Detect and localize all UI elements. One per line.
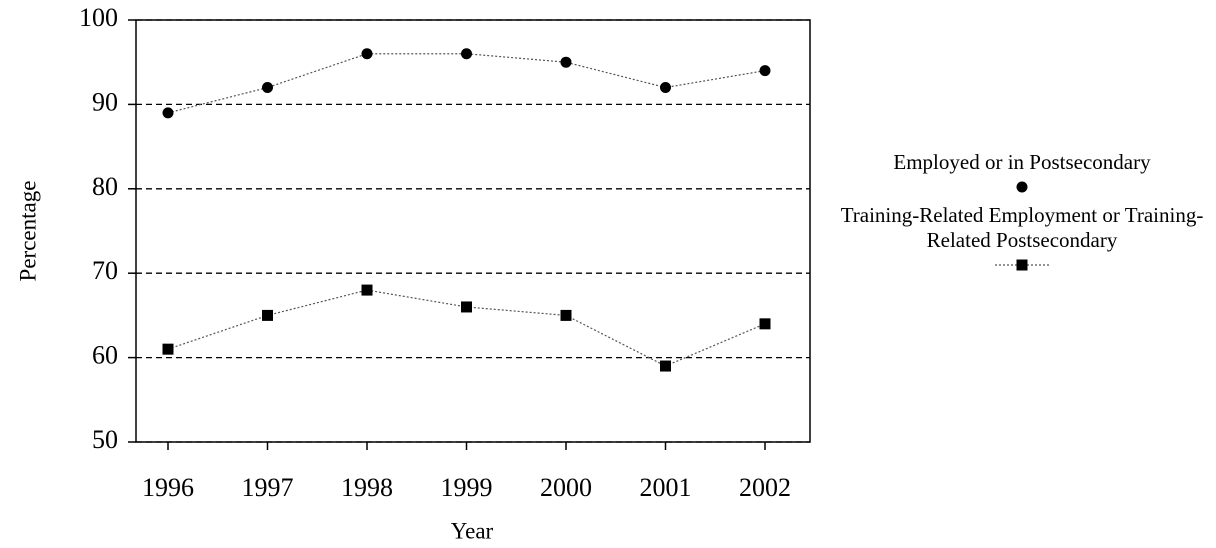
y-tick-label: 80: [92, 172, 118, 201]
x-tick-label: 2001: [640, 473, 692, 502]
legend-label: Training-Related Employment or Training-…: [840, 203, 1204, 252]
y-tick-label: 70: [92, 256, 118, 285]
data-point: [660, 82, 671, 94]
x-tick-label: 2000: [540, 473, 592, 502]
data-point: [660, 360, 671, 372]
y-tick-label: 50: [92, 425, 118, 454]
x-tick-label: 1997: [242, 473, 294, 502]
data-point: [361, 48, 373, 60]
data-point: [759, 65, 771, 77]
data-point: [461, 48, 472, 60]
data-point: [560, 309, 572, 321]
x-tick-label: 1999: [441, 473, 493, 502]
x-tick-label: 1998: [341, 473, 393, 502]
x-axis-label: Year: [451, 518, 494, 543]
legend-marker: [1016, 259, 1028, 271]
x-tick-label: 2002: [739, 473, 791, 502]
data-point: [461, 301, 472, 313]
data-point: [560, 56, 572, 68]
y-tick-label: 60: [92, 341, 118, 370]
plot-frame: [135, 19, 811, 443]
data-point: [162, 107, 174, 119]
data-point: [361, 284, 373, 296]
data-point: [759, 318, 771, 330]
legend-label: Employed or in Postsecondary: [893, 150, 1151, 174]
y-tick-label: 100: [79, 3, 118, 32]
x-tick-label: 1996: [142, 473, 194, 502]
legend-marker: [1016, 181, 1028, 193]
data-point: [162, 343, 174, 355]
data-point: [262, 82, 273, 94]
y-axis-label: Percentage: [15, 181, 40, 282]
data-point: [262, 309, 273, 321]
y-tick-label: 90: [92, 87, 118, 116]
